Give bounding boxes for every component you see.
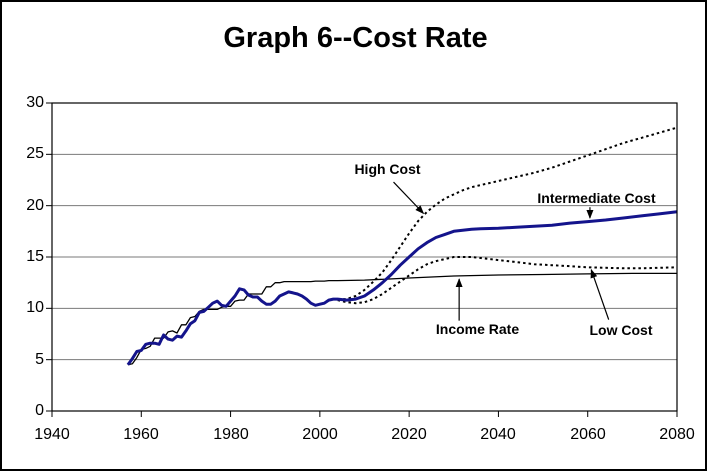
- y-axis-tick-label: 5: [35, 351, 44, 368]
- x-axis-tick-label: 1980: [213, 426, 249, 443]
- x-axis-tick-label: 2060: [570, 426, 606, 443]
- y-axis-tick-label: 20: [26, 197, 44, 214]
- gridlines: [52, 153, 677, 361]
- annotation-intermediate-cost: Intermediate Cost: [537, 190, 656, 206]
- chart-title: Graph 6--Cost Rate: [223, 22, 488, 54]
- low-cost-arrow: [590, 268, 610, 320]
- intermediate-cost-line: [126, 210, 678, 366]
- annotation-income-rate: Income Rate: [435, 321, 520, 337]
- high-cost-arrow: [393, 181, 425, 215]
- x-axis-tick-label: 2080: [659, 426, 695, 443]
- y-axis-tick-label: 15: [26, 248, 44, 265]
- x-axis-tick-label: 2020: [391, 426, 427, 443]
- axis-ticks: [46, 102, 678, 417]
- y-axis-tick-label: 10: [26, 299, 44, 316]
- x-axis-tick-label: 1940: [34, 426, 70, 443]
- annotation-arrows: [393, 181, 610, 321]
- x-axis-tick-label: 2040: [480, 426, 516, 443]
- x-axis-tick-label: 2000: [302, 426, 338, 443]
- income-rate-line: [127, 272, 677, 366]
- annotation-high-cost: High Cost: [354, 161, 421, 177]
- x-axis-tick-label: 1960: [123, 426, 159, 443]
- y-axis-tick-label: 30: [26, 94, 44, 111]
- y-axis-tick-label: 0: [35, 402, 44, 419]
- high-cost-line: [337, 126, 678, 301]
- low-cost-line: [337, 256, 678, 305]
- y-axis-tick-label: 25: [26, 145, 44, 162]
- plot-border: [51, 102, 678, 412]
- annotation-low-cost: Low Cost: [589, 322, 653, 338]
